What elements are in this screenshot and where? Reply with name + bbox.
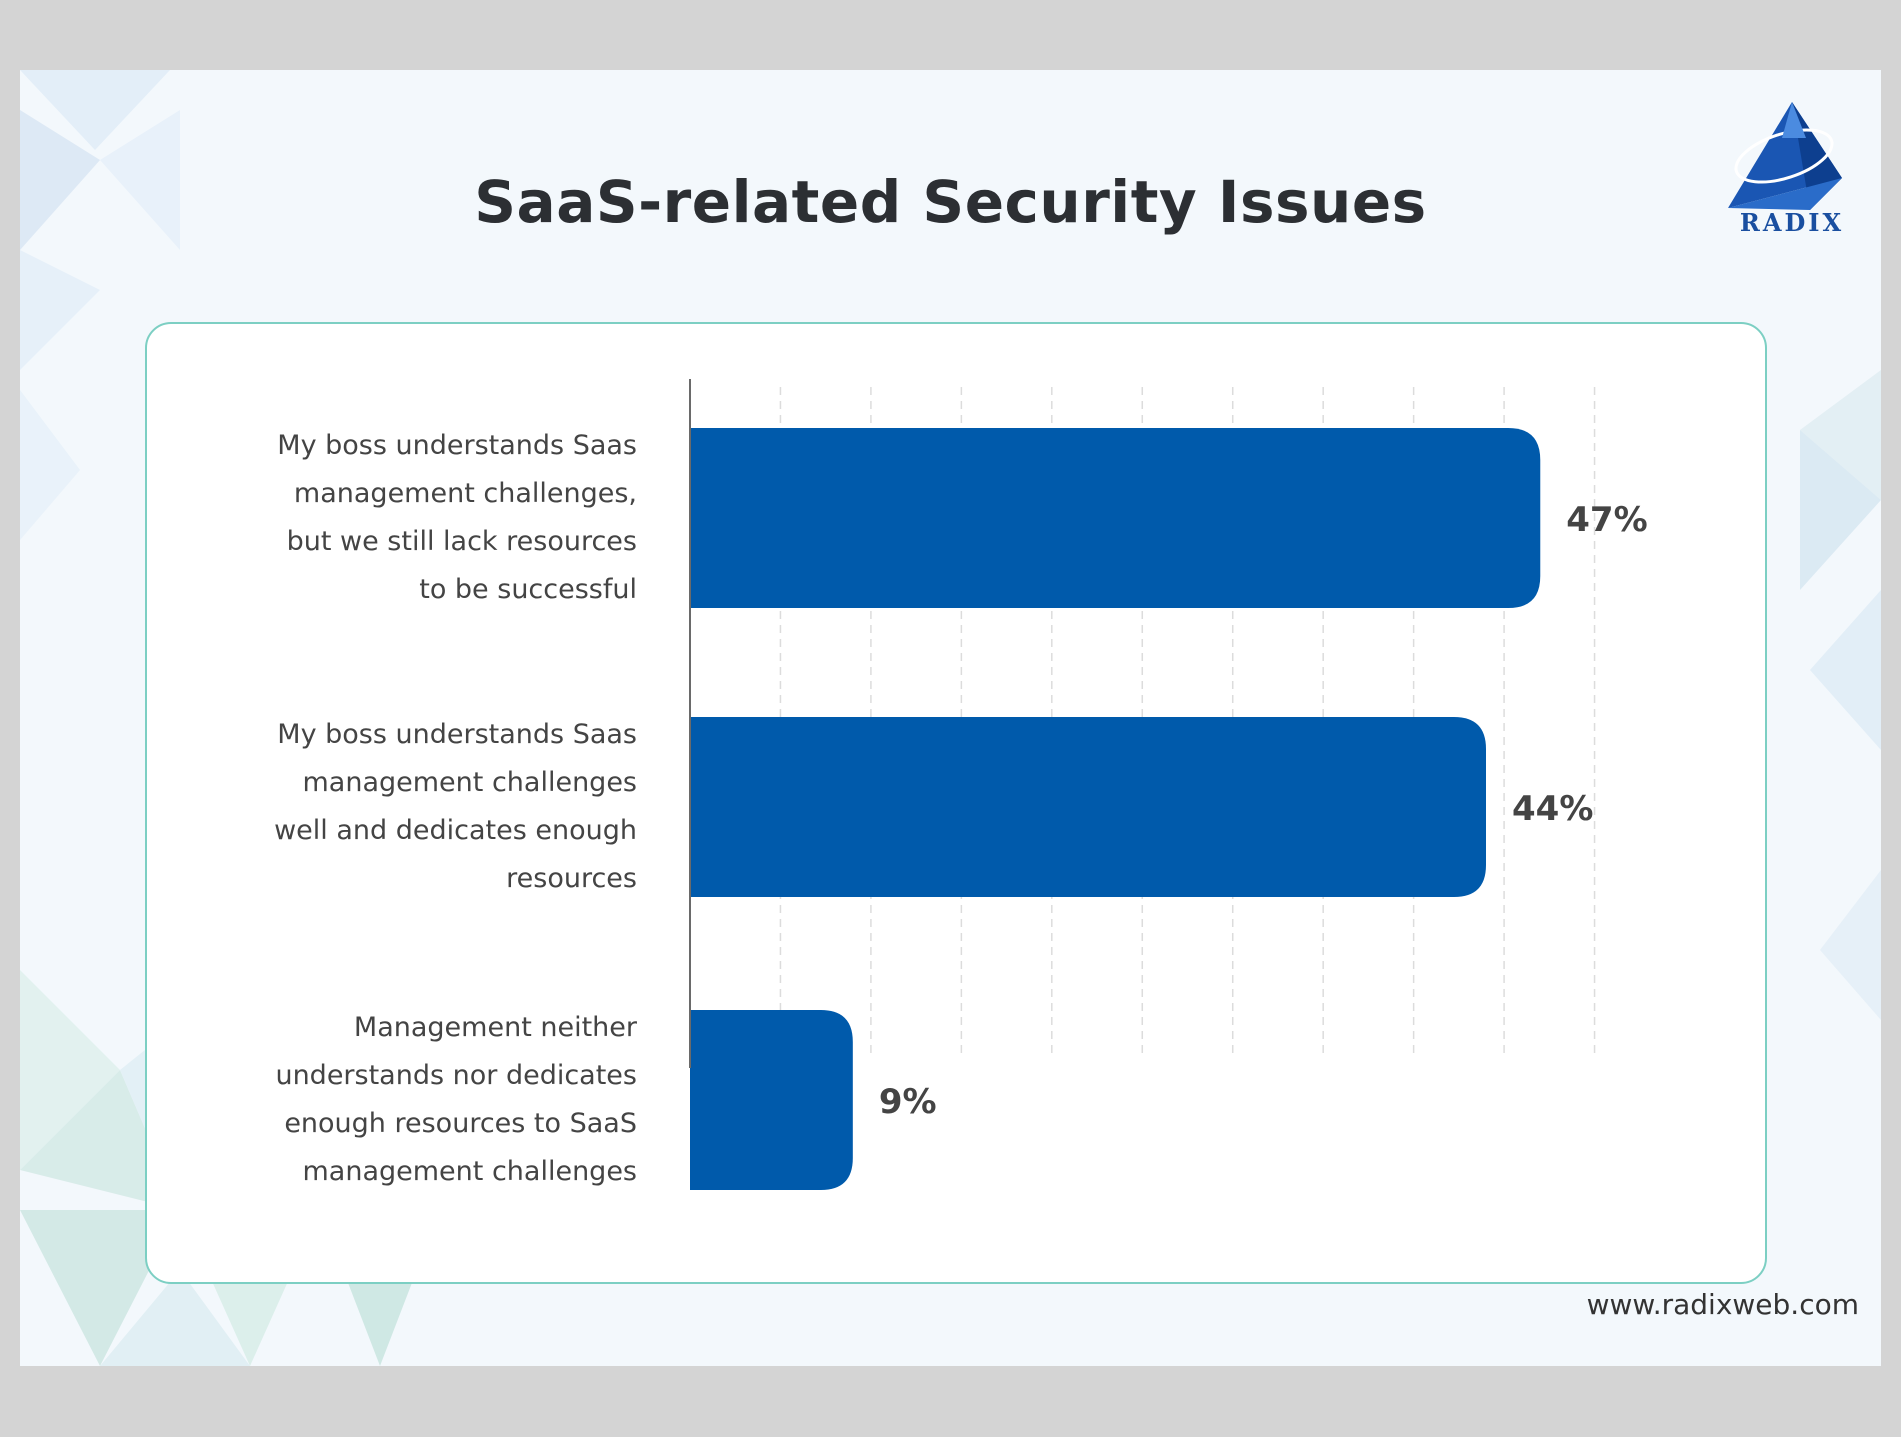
category-label-line: enough resources to SaaS	[284, 1108, 637, 1139]
title-highlight: Security Issues	[920, 168, 1431, 236]
category-label-line: Management neither	[353, 1012, 637, 1043]
chart-panel: 47% 44% 9% My boss understands Saas managem…	[145, 322, 1767, 1284]
title-plain: SaaS-related	[474, 168, 923, 236]
logo-text: RADIX	[1739, 208, 1845, 237]
chart-title: SaaS-related Security Issues	[20, 168, 1881, 236]
category-label-line: management challenges,	[293, 478, 637, 509]
category-label-line: My boss understands Saas	[277, 719, 637, 750]
bar-2	[690, 717, 1486, 897]
category-label-line: management challenges	[302, 767, 638, 798]
category-label-2: My boss understands Saas management chall…	[187, 711, 637, 903]
value-label-3: 9%	[879, 1082, 937, 1122]
category-label-line: well and dedicates enough	[274, 815, 637, 846]
footer-url[interactable]: www.radixweb.com	[1586, 1288, 1859, 1321]
bar-1	[690, 428, 1541, 608]
category-label-line: but we still lack resources	[286, 526, 637, 557]
category-label-3: Management neither understands nor dedica…	[187, 1004, 637, 1196]
category-label-line: My boss understands Saas	[277, 430, 637, 461]
value-label-2: 44%	[1512, 789, 1593, 829]
category-label-line: to be successful	[419, 574, 637, 605]
value-label-1: 47%	[1566, 500, 1647, 540]
category-label-line: management challenges	[302, 1156, 638, 1187]
bar-3	[690, 1010, 853, 1190]
category-label-line: understands nor dedicates	[275, 1060, 637, 1091]
infographic-card: SaaS-related Security Issues RADIX 47% 44…	[20, 70, 1881, 1366]
bar-chart: 47% 44% 9%	[689, 379, 1648, 1190]
radix-pyramid-logo	[1728, 102, 1842, 210]
category-label-line: resources	[506, 863, 637, 894]
category-label-1: My boss understands Saas management chall…	[187, 422, 637, 614]
